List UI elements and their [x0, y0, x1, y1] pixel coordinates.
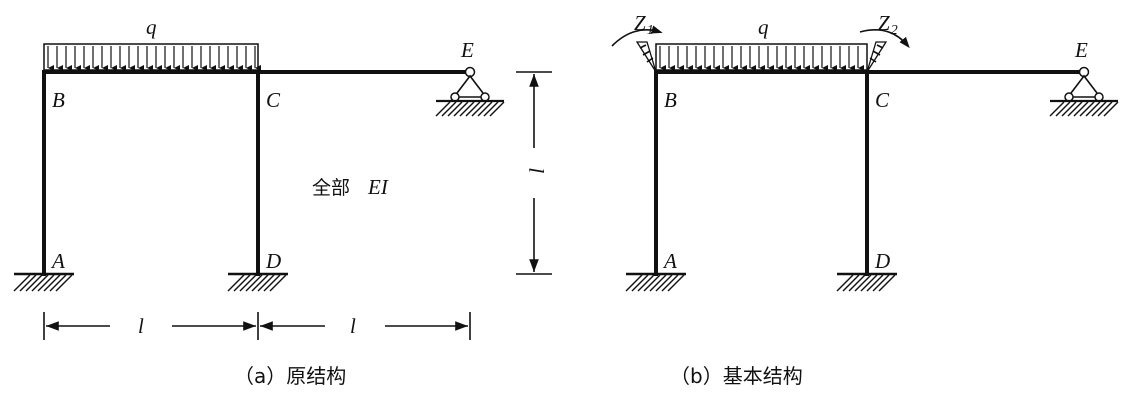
load-label-q-a: q	[146, 15, 157, 39]
label-z2: Z2	[878, 11, 898, 38]
hatch-line	[453, 101, 469, 117]
hatch-line	[263, 274, 281, 292]
hatch-line	[625, 274, 643, 292]
node-label-d-a: D	[265, 249, 281, 273]
node-label-e-b: E	[1074, 38, 1088, 62]
stiffness-prefix: 全部	[312, 177, 350, 199]
hatch-line	[13, 274, 31, 292]
hatch-line	[842, 274, 860, 292]
hatch-line	[251, 274, 269, 292]
dimension-vertical	[516, 71, 552, 275]
hatch-line	[19, 274, 37, 292]
hatch-line	[866, 274, 884, 292]
load-arrows-a	[47, 46, 261, 71]
hatch-line	[1097, 101, 1113, 117]
node-label-d-b: D	[874, 249, 890, 273]
hatch-line	[435, 101, 451, 117]
label-z2-sub: 2	[891, 23, 898, 38]
hatch-line	[269, 274, 287, 292]
hatch-line	[227, 274, 245, 292]
clamp-c	[866, 41, 888, 73]
dimension-horizontal	[43, 312, 471, 340]
hatch-line	[631, 274, 649, 292]
caption-a: （a）原结构	[234, 364, 346, 388]
fixed-support-a-basic	[625, 272, 686, 292]
hatch-line	[1103, 101, 1119, 117]
hatch-line	[667, 274, 685, 292]
node-label-b-a: B	[52, 88, 65, 112]
dimension-height-l: l	[525, 168, 549, 174]
node-label-c-b: C	[875, 88, 890, 112]
hatch-line	[43, 274, 61, 292]
dimension-right-span-l: l	[350, 314, 356, 338]
hatch-line	[1079, 101, 1095, 117]
load-block-a	[43, 43, 259, 71]
hatch-line	[1061, 101, 1077, 117]
hatch-line	[37, 274, 55, 292]
hatch-line	[245, 274, 263, 292]
hatch-line	[459, 101, 475, 117]
hatch-line	[637, 274, 655, 292]
hatch-line	[1049, 101, 1065, 117]
pin-support-e	[435, 66, 505, 117]
hatch-line	[1067, 101, 1083, 117]
distributed-load-a	[43, 43, 261, 71]
hatch-line	[836, 274, 854, 292]
hatch-line	[1073, 101, 1089, 117]
hatch-line	[860, 274, 878, 292]
hatch-line	[257, 274, 275, 292]
fixed-support-d	[227, 272, 288, 292]
hatch-line	[471, 101, 487, 117]
hatch-line	[25, 274, 43, 292]
pin-support-e-basic	[1049, 66, 1119, 117]
label-z1: Z1	[634, 11, 654, 38]
hatch-line	[643, 274, 661, 292]
node-label-b-b: B	[664, 88, 677, 112]
caption-b: （b）基本结构	[670, 364, 803, 388]
hatch-line	[447, 101, 463, 117]
dimension-left-span-l: l	[138, 314, 144, 338]
hatch-line	[477, 101, 493, 117]
node-label-e-a: E	[460, 38, 474, 62]
hatch-line	[649, 274, 667, 292]
label-z2-main: Z	[878, 11, 890, 35]
moment-arrow-z2	[859, 29, 910, 49]
clamp-b	[635, 41, 657, 73]
hatch-line	[872, 274, 890, 292]
hatch-line	[239, 274, 257, 292]
diagram-a-original-structure: q E B C A D 全部 EI	[13, 15, 552, 388]
hatch-line	[1085, 101, 1101, 117]
label-z1-sub: 1	[647, 23, 654, 38]
hatch-line	[49, 274, 67, 292]
fixed-support-d-basic	[836, 272, 897, 292]
node-label-c-a: C	[266, 88, 281, 112]
moment-arrow-z1	[611, 25, 663, 47]
load-label-q-b: q	[758, 15, 769, 39]
hatch-line	[441, 101, 457, 117]
node-label-a-b: A	[662, 249, 677, 273]
hatch-line	[483, 101, 499, 117]
hatch-line	[1055, 101, 1071, 117]
label-z1-main: Z	[634, 11, 646, 35]
hatch-line	[1091, 101, 1107, 117]
hatch-line	[31, 274, 49, 292]
hatch-line	[655, 274, 673, 292]
hatch-line	[465, 101, 481, 117]
hatch-line	[661, 274, 679, 292]
hatch-line	[55, 274, 73, 292]
hatch-line	[233, 274, 251, 292]
distributed-load-b	[655, 43, 868, 71]
stiffness-ei: EI	[367, 175, 389, 199]
hatch-line	[854, 274, 872, 292]
fixed-support-a	[13, 272, 74, 292]
hatch-line	[489, 101, 505, 117]
node-label-a-a: A	[50, 249, 65, 273]
diagram-b-basic-structure: q Z1 Z2	[611, 11, 1119, 388]
hatch-line	[848, 274, 866, 292]
load-block-b	[655, 43, 868, 71]
hatch-line	[878, 274, 896, 292]
load-arrows-b	[659, 46, 864, 71]
